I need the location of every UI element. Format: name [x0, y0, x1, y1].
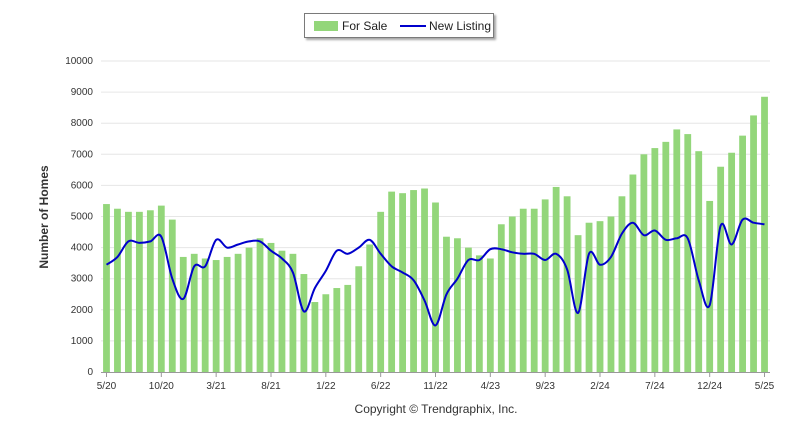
- for-sale-bar: [333, 288, 341, 372]
- y-tick-label: 7000: [71, 149, 94, 160]
- y-tick-label: 4000: [71, 243, 94, 254]
- for-sale-bar: [541, 199, 549, 372]
- for-sale-bar: [190, 253, 198, 372]
- for-sale-bar: [706, 200, 714, 372]
- for-sale-bar: [508, 216, 516, 372]
- for-sale-bar: [399, 193, 406, 372]
- for-sale-bar: [640, 154, 648, 372]
- for-sale-bar: [201, 258, 209, 372]
- x-tick-label: 2/24: [590, 381, 610, 392]
- for-sale-bar: [245, 247, 253, 372]
- x-tick-labels: 5/20 10/20 3/21 8/21 1/22 6/22 11/22 4/23 9/23 2/…: [97, 381, 775, 392]
- for-sale-bar: [618, 196, 626, 372]
- y-tick-label: 0: [87, 367, 93, 378]
- for-sale-bar: [278, 250, 286, 372]
- for-sale-bar: [344, 284, 352, 372]
- x-tick-label: 1/22: [316, 381, 336, 392]
- for-sale-bar: [212, 260, 220, 372]
- for-sale-bar: [486, 258, 494, 372]
- for-sale-bar: [114, 208, 121, 372]
- for-sale-bar: [574, 235, 582, 372]
- for-sale-bar: [519, 208, 527, 372]
- x-tick-label: 4/23: [481, 381, 501, 392]
- x-tick-label: 8/21: [261, 381, 281, 392]
- for-sale-bar: [234, 253, 242, 372]
- y-tick-label: 1000: [71, 336, 94, 347]
- for-sale-bar: [179, 256, 187, 372]
- for-sale-bar: [465, 247, 472, 372]
- new-listing-line-group: [105, 217, 765, 327]
- for-sale-bar: [256, 238, 264, 372]
- for-sale-bar: [146, 210, 154, 372]
- new-listing-legend-swatch: [400, 25, 426, 27]
- for-sale-bar: [651, 148, 659, 372]
- for-sale-bar: [135, 211, 143, 372]
- for-sale-bar: [695, 151, 703, 372]
- for-sale-bar: [157, 205, 165, 372]
- for-sale-bar: [530, 208, 538, 372]
- for-sale-bar: [750, 115, 757, 373]
- copyright-footer: Copyright © Trendgraphix, Inc.: [355, 402, 518, 416]
- y-tick-label: 2000: [71, 305, 94, 316]
- for-sale-bar: [103, 204, 110, 372]
- for-sale-bar: [355, 266, 363, 372]
- for-sale-bar: [629, 174, 637, 372]
- y-tick-label: 5000: [71, 212, 94, 223]
- for-sale-bar: [432, 202, 439, 372]
- y-tick-label: 9000: [71, 87, 94, 98]
- x-tick-label: 5/25: [755, 381, 775, 392]
- for-sale-bars: [103, 96, 768, 373]
- y-tick-label: 8000: [71, 118, 94, 129]
- for-sale-bar: [289, 253, 297, 372]
- y-axis-title: Number of Homes: [37, 165, 51, 269]
- chart-legend: For Sale New Listing: [304, 13, 494, 38]
- for-sale-bar: [454, 238, 461, 372]
- for-sale-bar: [552, 186, 560, 372]
- for-sale-bar: [728, 152, 736, 372]
- for-sale-bar: [596, 221, 604, 372]
- y-tick-labels: 0 1000 2000 3000 4000 5000 6000 7000 8000 9000 100…: [65, 56, 93, 378]
- for-sale-bar: [585, 222, 593, 372]
- for-sale-legend-swatch: [314, 21, 338, 31]
- y-tick-label: 3000: [71, 274, 94, 285]
- x-tick-label: 11/22: [423, 381, 448, 392]
- x-tick-label: 5/20: [97, 381, 117, 392]
- for-sale-bar: [311, 302, 319, 372]
- for-sale-bar: [684, 134, 692, 372]
- for-sale-bar: [366, 244, 374, 372]
- for-sale-bar: [168, 219, 176, 372]
- x-tick-label: 9/23: [535, 381, 555, 392]
- x-tick-label: 10/20: [149, 381, 174, 392]
- x-tick-label: 3/21: [206, 381, 226, 392]
- for-sale-bar: [223, 256, 231, 372]
- for-sale-bar: [443, 236, 450, 372]
- for-sale-bar: [267, 242, 275, 372]
- for-sale-bar: [607, 216, 615, 372]
- for-sale-bar: [377, 211, 385, 372]
- y-tick-label: 6000: [71, 180, 94, 191]
- for-sale-bar: [125, 211, 132, 372]
- for-sale-bar: [388, 191, 396, 372]
- x-tick-label: 12/24: [697, 381, 722, 392]
- for-sale-bar: [739, 135, 746, 372]
- for-sale-bar: [761, 96, 768, 372]
- x-tick-label: 7/24: [645, 381, 665, 392]
- for-sale-bar: [662, 141, 670, 372]
- for-sale-bar: [300, 274, 308, 372]
- for-sale-bar: [497, 224, 505, 372]
- for-sale-bar: [322, 294, 330, 372]
- new-listing-line: [105, 217, 765, 327]
- for-sale-bar: [717, 166, 725, 372]
- axes: [101, 372, 770, 377]
- x-tick-label: 6/22: [371, 381, 391, 392]
- for-sale-bar: [673, 129, 681, 372]
- for-sale-bar: [421, 188, 428, 372]
- y-tick-label: 10000: [65, 56, 93, 67]
- new-listing-legend-label: New Listing: [429, 19, 492, 33]
- for-sale-bar: [475, 255, 483, 372]
- for-sale-legend-label: For Sale: [342, 19, 388, 33]
- for-sale-bar: [563, 196, 571, 372]
